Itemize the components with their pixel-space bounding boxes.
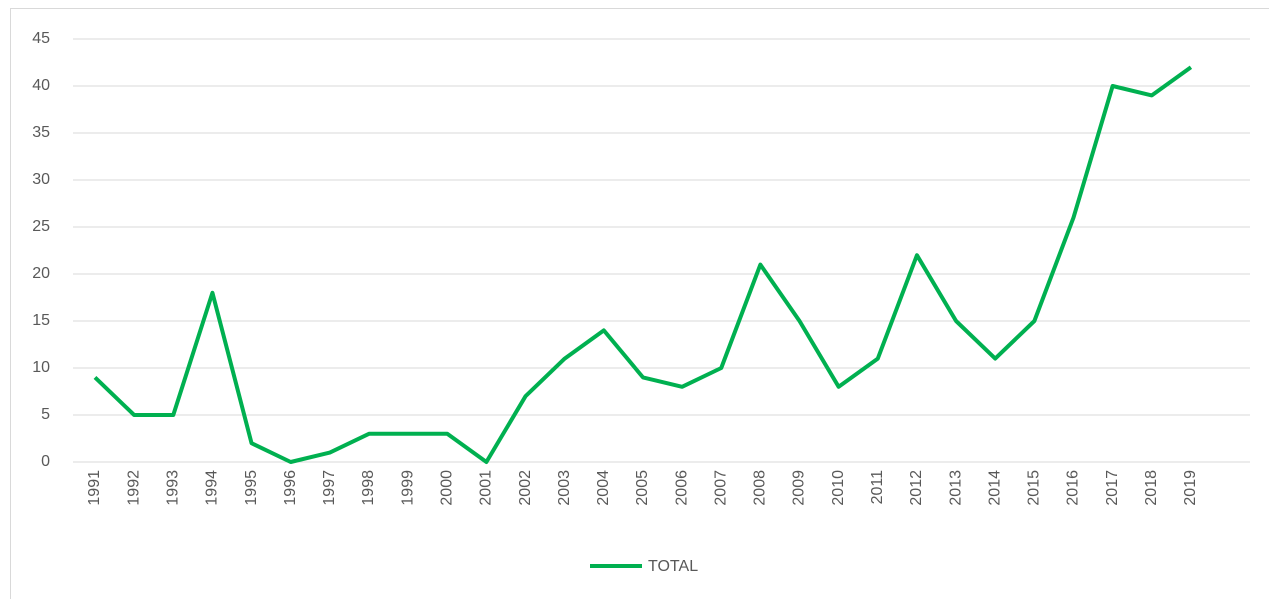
x-tick-label: 2005 — [634, 470, 651, 506]
x-tick-label: 2008 — [752, 470, 769, 506]
y-tick-label: 0 — [41, 453, 50, 470]
x-tick-label: 2015 — [1026, 470, 1043, 506]
y-tick-label: 5 — [41, 406, 50, 423]
legend-label: TOTAL — [648, 558, 698, 575]
y-tick-label: 15 — [32, 312, 50, 329]
x-tick-label: 1995 — [243, 470, 260, 506]
y-tick-label: 20 — [32, 265, 50, 282]
x-tick-label: 1999 — [399, 470, 416, 506]
x-tick-label: 1991 — [86, 470, 103, 506]
x-tick-label: 1992 — [125, 470, 142, 506]
y-tick-label: 35 — [32, 124, 50, 141]
x-tick-label: 2018 — [1143, 470, 1160, 506]
x-tick-label: 1994 — [204, 470, 221, 506]
x-tick-label: 2014 — [986, 470, 1003, 506]
x-tick-label: 2003 — [556, 470, 573, 506]
x-tick-label: 1993 — [164, 470, 181, 506]
y-tick-label: 10 — [32, 359, 50, 376]
x-tick-label: 1997 — [321, 470, 338, 506]
y-tick-label: 45 — [32, 30, 50, 47]
x-tick-label: 2007 — [712, 470, 729, 506]
x-tick-label: 2011 — [869, 470, 886, 505]
chart-border — [10, 8, 1269, 599]
x-tick-label: 2013 — [947, 470, 964, 506]
x-tick-label: 2016 — [1065, 470, 1082, 506]
y-tick-label: 40 — [32, 77, 50, 94]
y-tick-label: 30 — [32, 171, 50, 188]
x-tick-label: 2001 — [478, 470, 495, 506]
y-tick-label: 25 — [32, 218, 50, 235]
series-line — [93, 65, 1193, 464]
x-tick-label: 2019 — [1182, 470, 1199, 506]
x-tick-label: 2006 — [673, 470, 690, 506]
x-tick-label: 1998 — [360, 470, 377, 506]
x-tick-label: 2000 — [438, 470, 455, 506]
x-tick-label: 1996 — [282, 470, 299, 506]
x-tick-label: 2009 — [791, 470, 808, 506]
x-tick-label: 2017 — [1104, 470, 1121, 506]
x-tick-label: 2010 — [830, 470, 847, 506]
x-tick-label: 2012 — [908, 470, 925, 506]
x-tick-label: 2004 — [595, 470, 612, 506]
x-tick-label: 2002 — [517, 470, 534, 506]
